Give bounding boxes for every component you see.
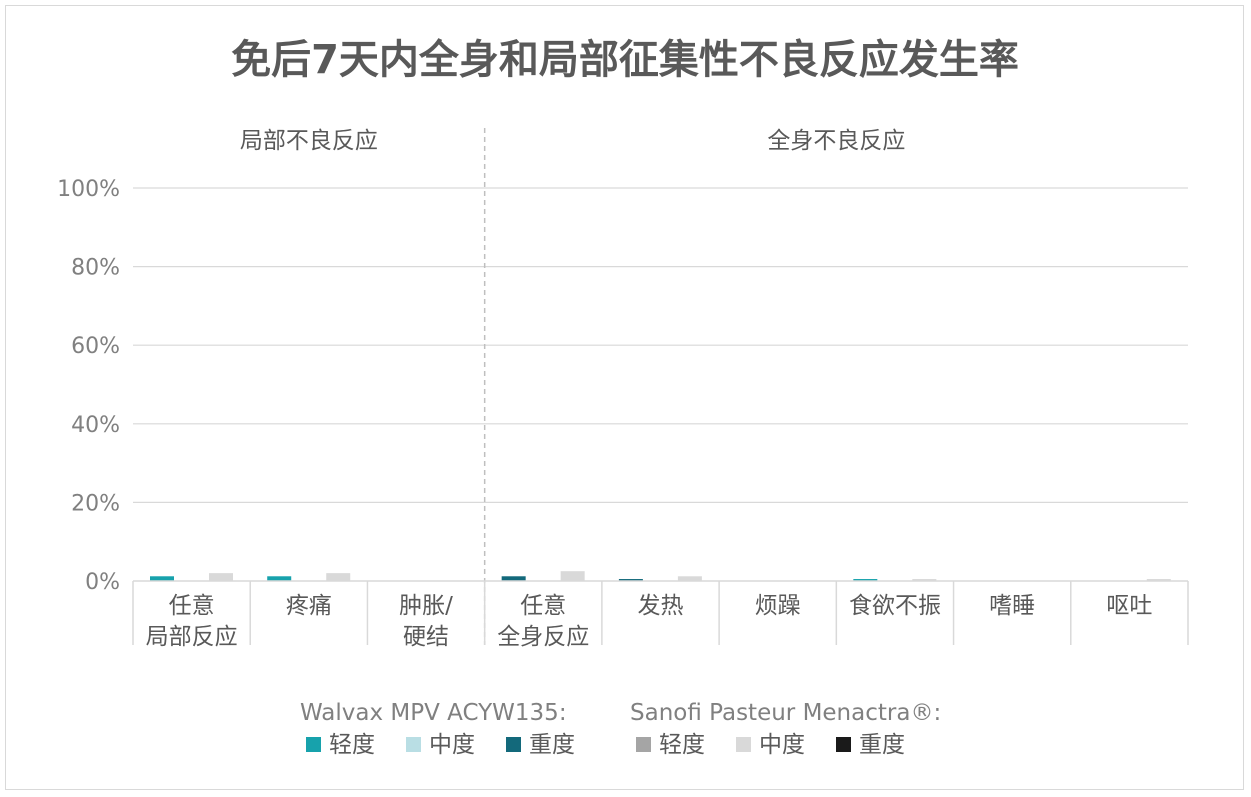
y-axis-ticks: 0% 20% 40% 60% 80% 100%: [57, 177, 120, 595]
bar: [912, 579, 937, 581]
legend-title: Walvax MPV ACYW135:: [300, 700, 567, 726]
x-tick-label: 呕吐: [1106, 593, 1152, 619]
bar: [1146, 579, 1171, 581]
x-tick-label: 发热: [638, 593, 684, 619]
y-tick-label: 20%: [71, 491, 120, 516]
x-tick-label: 烦躁: [755, 593, 801, 619]
x-tick-label: 嗜睡: [989, 593, 1035, 619]
y-tick-label: 0%: [85, 570, 120, 595]
y-tick-label: 60%: [71, 334, 120, 359]
x-tick-label: 任意: [169, 593, 215, 619]
bar: [267, 576, 292, 581]
category-groups: 局部不良反应 全身不良反应: [240, 128, 905, 645]
bar: [501, 576, 526, 581]
legend-swatch: [406, 737, 421, 752]
group-label: 局部不良反应: [240, 128, 378, 154]
bar: [209, 573, 233, 581]
legend-label: 重度: [529, 732, 575, 758]
legend-title: Sanofi Pasteur Menactra®:: [630, 700, 941, 726]
legend-label: 中度: [429, 732, 475, 758]
x-tick-label: 局部反应: [146, 624, 238, 650]
legend-swatch: [636, 737, 651, 752]
legend-label: 中度: [759, 732, 805, 758]
legend-label: 轻度: [329, 732, 375, 758]
chart-title: 免后7天内全身和局部征集性不良反应发生率: [231, 37, 1019, 83]
bar: [618, 579, 643, 581]
bar: [677, 576, 702, 581]
legend-swatch: [506, 737, 521, 752]
y-tick-label: 40%: [71, 413, 120, 438]
x-tick-label: 全身反应: [497, 624, 589, 650]
y-tick-label: 80%: [71, 256, 120, 281]
legend-label: 轻度: [659, 732, 705, 758]
bars: [150, 571, 1171, 581]
x-tick-label: 疼痛: [286, 593, 332, 619]
chart-frame: [5, 5, 1244, 790]
gridlines: [133, 187, 1188, 503]
legend: Walvax MPV ACYW135: 轻度 中度 重度 Sanofi Pasteur …: [300, 700, 941, 758]
legend-label: 重度: [859, 732, 905, 758]
bar: [326, 573, 351, 581]
legend-swatch: [836, 737, 851, 752]
bar: [853, 579, 878, 581]
legend-swatch: [306, 737, 321, 752]
bar: [560, 571, 585, 581]
legend-swatch: [736, 737, 751, 752]
x-tick-label: 食欲不振: [849, 593, 941, 619]
x-tick-label: 肿胀/: [399, 593, 453, 619]
y-tick-label: 100%: [57, 177, 120, 202]
x-tick-label: 硬结: [403, 624, 449, 650]
x-tick-label: 任意: [520, 593, 566, 619]
bar: [150, 576, 174, 581]
group-label: 全身不良反应: [767, 128, 905, 154]
